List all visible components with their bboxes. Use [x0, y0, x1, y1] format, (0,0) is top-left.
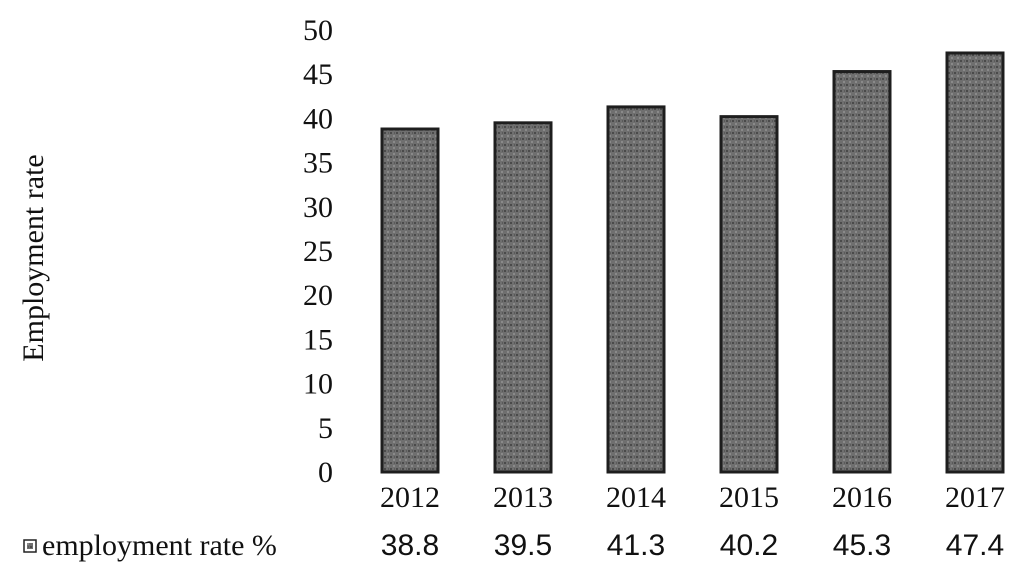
y-tick-label: 45: [303, 58, 333, 91]
data-table-value: 38.8: [381, 529, 439, 562]
y-tick-label: 5: [318, 412, 333, 445]
bar-2012: [380, 127, 440, 474]
x-axis-category-labels: 2012 2013 2014 2015 2016 2017: [380, 481, 1005, 514]
y-axis-title: Employment rate: [17, 154, 50, 361]
y-tick-label: 50: [303, 14, 333, 47]
bar-2016: [832, 70, 892, 474]
legend-swatch-fill: [27, 543, 33, 549]
y-tick-label: 30: [303, 191, 333, 224]
x-category-label: 2017: [945, 481, 1005, 514]
x-category-label: 2016: [832, 481, 892, 514]
data-table-value: 41.3: [607, 529, 665, 562]
x-category-label: 2014: [606, 481, 666, 514]
y-tick-label: 35: [303, 147, 333, 180]
bars-group: [380, 51, 1005, 474]
data-table-value: 47.4: [946, 529, 1004, 562]
x-category-label: 2013: [493, 481, 553, 514]
bar-2015: [719, 115, 779, 474]
bar-2013: [493, 121, 553, 474]
bar-2014: [606, 105, 666, 474]
legend-label: employment rate %: [42, 529, 277, 562]
y-tick-label: 40: [303, 102, 333, 135]
y-tick-label: 10: [303, 368, 333, 401]
data-table-values: 38.8 39.5 41.3 40.2 45.3 47.4: [381, 529, 1004, 562]
x-category-label: 2012: [380, 481, 440, 514]
y-tick-label: 0: [318, 456, 333, 489]
y-axis-ticks: 0 5 10 15 20 25 30 35 40 45 50: [303, 14, 333, 489]
data-table-value: 39.5: [494, 529, 552, 562]
y-tick-label: 20: [303, 279, 333, 312]
data-table-value: 45.3: [833, 529, 891, 562]
y-tick-label: 25: [303, 235, 333, 268]
bar-2017: [945, 51, 1005, 474]
x-category-label: 2015: [719, 481, 779, 514]
y-tick-label: 15: [303, 323, 333, 356]
legend: employment rate %: [23, 529, 277, 562]
data-table-value: 40.2: [720, 529, 778, 562]
